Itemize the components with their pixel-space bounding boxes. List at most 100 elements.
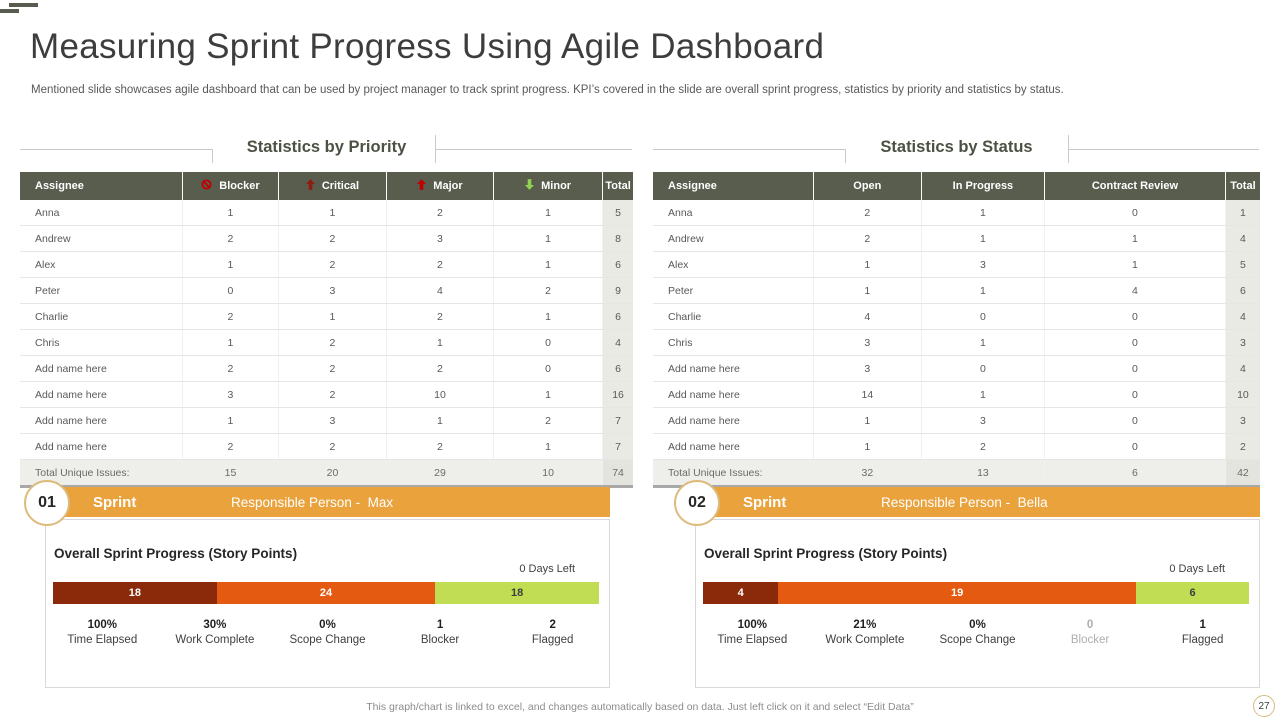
progress-segment: 24 (216, 582, 436, 604)
table-row: Add name here 14 1 0 10 (653, 381, 1260, 408)
value-cell: 29 (386, 459, 495, 488)
value-cell: 1 (493, 381, 604, 408)
column-header-label: Assignee (35, 180, 84, 192)
table-row: Andrew 2 1 1 4 (653, 225, 1260, 252)
table-row: Chris 3 1 0 3 (653, 329, 1260, 356)
value-cell: 2 (182, 303, 280, 330)
column-header-label: Critical (321, 180, 360, 192)
stat-label: Flagged (1181, 634, 1224, 646)
priority-table[interactable]: Assignee Blocker Critical Major Minor Total An… (20, 172, 633, 488)
stat-time-elapsed: 100% Time Elapsed (696, 618, 809, 648)
value-cell: 2 (813, 200, 922, 226)
stat-value: 1 (436, 619, 444, 631)
stat-label: Work Complete (825, 634, 905, 646)
column-header-major: Major (386, 172, 495, 200)
sprint-progress-bar[interactable]: 4 19 6 (703, 582, 1249, 604)
stat-value: 100% (737, 619, 767, 631)
assignee-cell: Chris (653, 329, 814, 356)
table-row: Anna 1 1 2 1 5 (20, 200, 633, 226)
status-table[interactable]: Assignee Open In Progress Contract Review To… (653, 172, 1260, 488)
value-cell: 1 (921, 381, 1046, 408)
value-cell: 2 (386, 303, 495, 330)
stat-work-complete: 30% Work Complete (159, 618, 272, 648)
sprint-progress-panel: Overall Sprint Progress (Story Points) 0… (695, 519, 1260, 688)
stat-scope-change: 0% Scope Change (921, 618, 1034, 648)
value-cell: 10 (493, 459, 604, 488)
arrow-up-icon (305, 179, 315, 193)
value-cell: 1 (493, 251, 604, 278)
progress-segment: 6 (1136, 582, 1249, 604)
value-cell: 4 (1225, 225, 1260, 252)
column-header-label: Open (853, 180, 882, 192)
stat-label: Scope Change (939, 634, 1016, 646)
value-cell: 0 (921, 355, 1046, 382)
title-rule-left (653, 149, 846, 163)
progress-segment: 19 (778, 582, 1137, 604)
assignee-cell: Add name here (20, 381, 183, 408)
stat-label: Work Complete (175, 634, 255, 646)
table-row: Peter 0 3 4 2 9 (20, 277, 633, 304)
title-rule-right (1068, 149, 1259, 150)
column-header-contract-review: Contract Review (1044, 172, 1226, 200)
value-cell: 13 (921, 459, 1046, 488)
value-cell: 4 (1044, 277, 1226, 304)
table-row: Andrew 2 2 3 1 8 (20, 225, 633, 252)
value-cell: 32 (813, 459, 922, 488)
column-header-label: Minor (541, 180, 572, 192)
progress-segment: 18 (53, 582, 217, 604)
value-cell: 6 (602, 355, 633, 382)
value-cell: 2 (278, 381, 387, 408)
value-cell: 2 (278, 251, 387, 278)
assignee-cell: Add name here (20, 355, 183, 382)
status-section-header: Statistics by Status (653, 134, 1260, 166)
value-cell: 6 (602, 251, 633, 278)
stat-blocker: 0 Blocker (1034, 618, 1147, 648)
page-number-badge: 27 (1253, 695, 1275, 717)
column-header-assignee: Assignee (20, 172, 183, 200)
assignee-cell: Alex (653, 251, 814, 278)
value-cell: 0 (1044, 355, 1226, 382)
title-rule-left (20, 149, 213, 163)
column-header-in-progress: In Progress (921, 172, 1046, 200)
assignee-cell: Charlie (20, 303, 183, 330)
value-cell: 7 (602, 433, 633, 460)
logo-bar-top (9, 3, 38, 7)
assignee-cell: Add name here (20, 433, 183, 460)
status-section: Statistics by Status Assignee Open In Prog… (653, 134, 1260, 488)
column-header-critical: Critical (278, 172, 387, 200)
assignee-cell: Anna (20, 200, 183, 226)
value-cell: 0 (1044, 200, 1226, 226)
table-row: Anna 2 1 0 1 (653, 200, 1260, 226)
assignee-cell: Add name here (20, 407, 183, 434)
sprint-progress-bar[interactable]: 18 24 18 (53, 582, 599, 604)
stat-time-elapsed: 100% Time Elapsed (46, 618, 159, 648)
value-cell: 5 (1225, 251, 1260, 278)
stat-work-complete: 21% Work Complete (809, 618, 922, 648)
value-cell: 1 (921, 200, 1046, 226)
assignee-cell: Add name here (653, 433, 814, 460)
value-cell: 9 (602, 277, 633, 304)
days-left-label: 0 Days Left (1169, 563, 1225, 575)
assignee-cell: Peter (20, 277, 183, 304)
assignee-cell: Andrew (20, 225, 183, 252)
sprint-stats-row: 100% Time Elapsed 30% Work Complete 0% Scope … (46, 618, 609, 648)
assignee-cell: Peter (653, 277, 814, 304)
value-cell: 1 (813, 433, 922, 460)
assignee-cell: Total Unique Issues: (653, 459, 814, 488)
value-cell: 1 (813, 251, 922, 278)
value-cell: 4 (386, 277, 495, 304)
value-cell: 2 (386, 200, 495, 226)
table-row: Charlie 4 0 0 4 (653, 303, 1260, 330)
column-header-label: Blocker (219, 180, 260, 192)
priority-section-header: Statistics by Priority (20, 134, 633, 166)
sprint-label: Sprint (743, 493, 787, 511)
column-header-total: Total (602, 172, 633, 200)
stat-value: 21% (853, 619, 877, 631)
value-cell: 2 (278, 329, 387, 356)
stat-value: 1 (1199, 619, 1206, 631)
value-cell: 2 (921, 433, 1046, 460)
value-cell: 1 (386, 329, 495, 356)
value-cell: 2 (386, 355, 495, 382)
sprint-number-badge: 01 (24, 480, 70, 526)
